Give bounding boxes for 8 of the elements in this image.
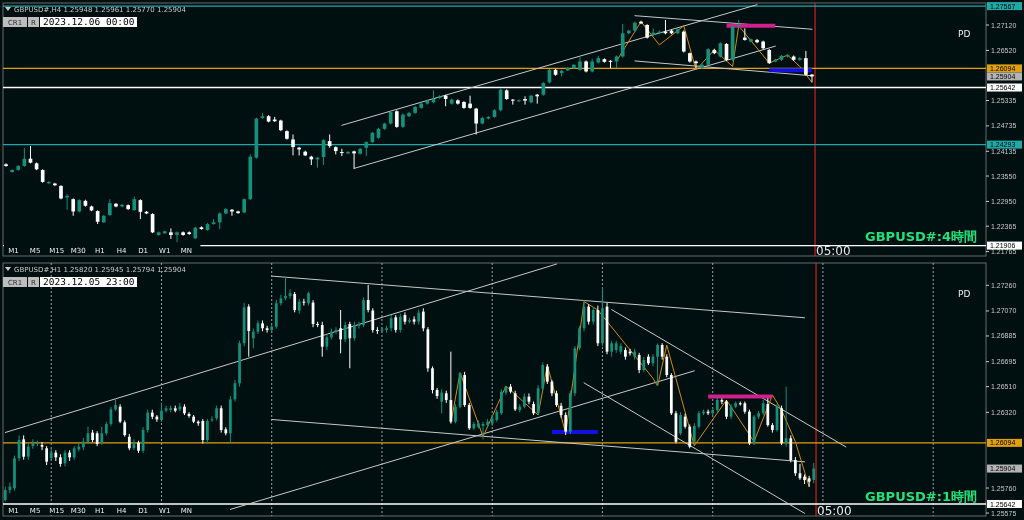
annotation: PD bbox=[958, 289, 971, 299]
text: GBPUSD#:1時間 bbox=[865, 489, 977, 504]
annotation: PD bbox=[958, 29, 971, 39]
annotation: 2023.12.06 00:00 bbox=[43, 16, 135, 28]
annotation: 05:00 bbox=[817, 504, 852, 518]
annotation: 05:00 bbox=[816, 244, 851, 258]
annotation: 2023.12.05 23:00 bbox=[43, 276, 135, 288]
text: GBPUSD#:4時間 bbox=[865, 229, 977, 244]
